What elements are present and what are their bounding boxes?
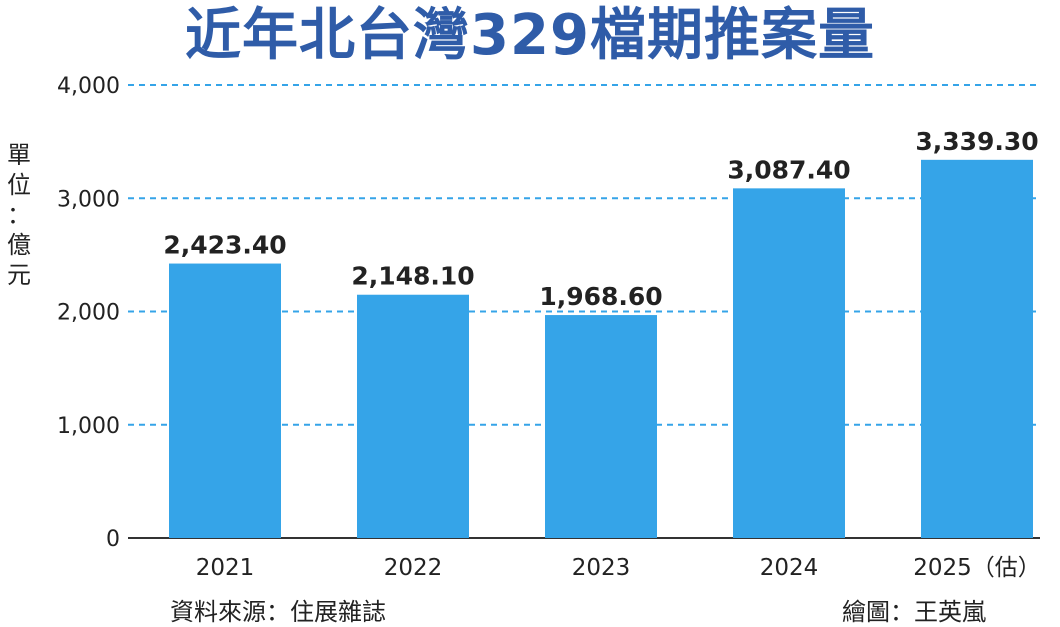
bar	[357, 294, 469, 538]
unit-label: 單 位 ： 億 元	[4, 140, 34, 290]
unit-char: 位	[7, 171, 31, 199]
unit-char: 元	[7, 261, 31, 289]
y-tick-label: 3,000	[57, 187, 120, 212]
unit-char: ：	[7, 201, 31, 229]
bar	[169, 263, 281, 538]
x-tick-label: 2024	[760, 555, 819, 581]
bar	[545, 315, 657, 538]
x-tick-label: 2021	[196, 555, 255, 581]
chart-title: 近年北台灣329檔期推案量	[185, 3, 875, 68]
x-tick-label: 2025（估）	[913, 555, 1041, 581]
y-tick-label: 1,000	[57, 414, 120, 439]
x-tick-label: 2022	[384, 555, 443, 581]
data-label: 3,087.40	[727, 155, 850, 184]
x-tick-label: 2023	[572, 555, 631, 581]
unit-char: 單	[7, 141, 31, 169]
bar	[733, 188, 845, 539]
bar	[921, 159, 1033, 538]
source-note: 資料來源：住展雜誌	[170, 598, 386, 626]
data-label: 2,148.10	[351, 262, 474, 291]
unit-char: 億	[7, 231, 31, 259]
credit-note: 繪圖：王英嵐	[842, 598, 986, 626]
y-tick-label: 2,000	[57, 301, 120, 326]
data-label: 1,968.60	[539, 282, 662, 311]
y-tick-label: 0	[106, 527, 120, 552]
y-tick-label: 4,000	[57, 74, 120, 99]
data-label: 3,339.30	[915, 127, 1038, 156]
data-label: 2,423.40	[163, 231, 286, 260]
